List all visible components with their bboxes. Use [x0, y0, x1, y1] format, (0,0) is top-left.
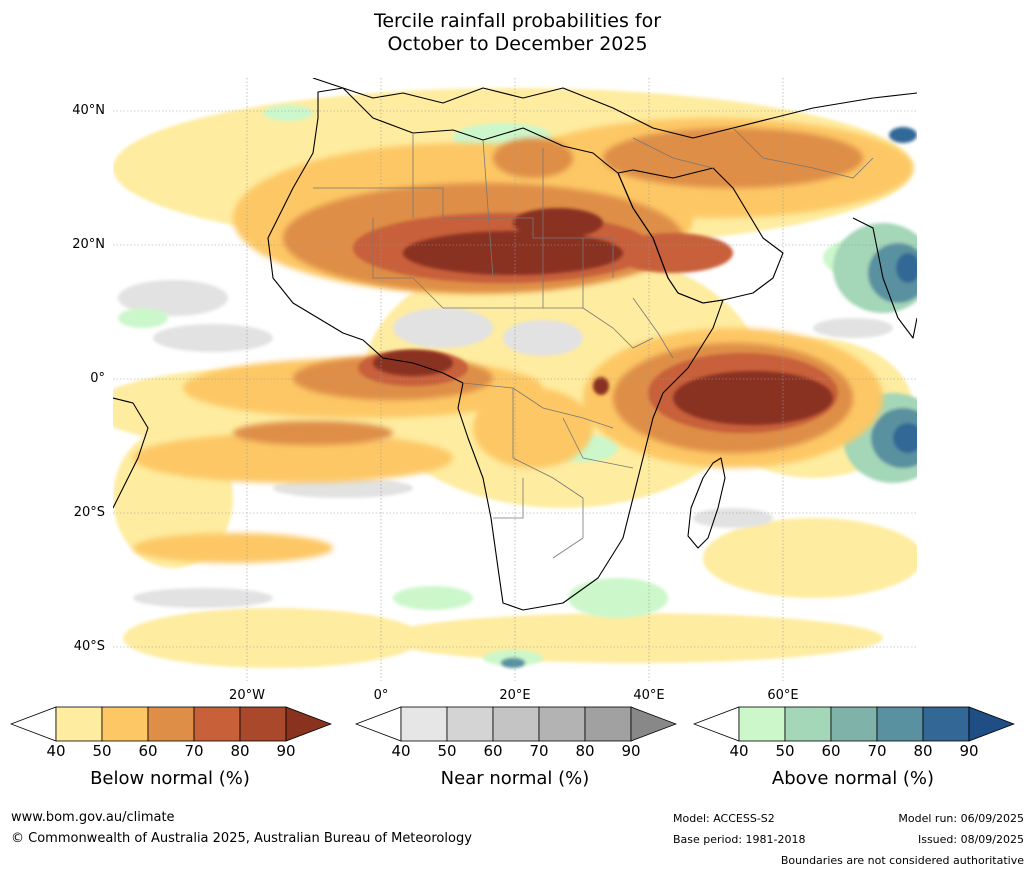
below-normal-80-90-region	[373, 208, 833, 425]
colorbar-segment	[538, 706, 586, 742]
colorbar-near-normal	[354, 706, 678, 746]
tick: 40	[729, 742, 749, 760]
lon-label-40e: 40°E	[633, 688, 665, 703]
lat-label-20s: 20°S	[73, 505, 105, 520]
colorbar-segment	[55, 706, 103, 742]
tick: 60	[138, 742, 158, 760]
colorbar-segment	[147, 706, 195, 742]
colorbar-segment	[830, 706, 878, 742]
tick: 90	[621, 742, 641, 760]
europe-coastline	[312, 78, 917, 139]
colorbar-segment	[738, 706, 786, 742]
colorbar-segment	[193, 706, 241, 742]
lon-label-0: 0°	[373, 688, 389, 703]
colorbar-segment	[584, 706, 632, 742]
footer-model: Model: ACCESS-S2	[673, 812, 775, 825]
south-america-coastline	[113, 397, 149, 509]
tick: 60	[821, 742, 841, 760]
footer-base-period: Base period: 1981-2018	[673, 833, 806, 846]
tick: 50	[92, 742, 112, 760]
colorbar-segment	[492, 706, 540, 742]
colorbar-segment	[239, 706, 287, 742]
tick: 70	[184, 742, 204, 760]
arabia-coastline	[617, 167, 784, 304]
tick: 80	[575, 742, 595, 760]
footer-copyright: © Commonwealth of Australia 2025, Austra…	[11, 831, 472, 846]
footer-url[interactable]: www.bom.gov.au/climate	[11, 810, 175, 825]
lon-label-20w: 20°W	[229, 688, 265, 703]
tick: 80	[230, 742, 250, 760]
colorbar-below-normal-svg	[9, 706, 333, 742]
tick: 90	[276, 742, 296, 760]
title-line-2: October to December 2025	[387, 33, 648, 55]
tick: 40	[391, 742, 411, 760]
india-coastline	[852, 217, 917, 339]
africa-coastline	[267, 87, 724, 611]
colorbar-extend-high	[968, 706, 1016, 742]
above-normal-high-region	[501, 127, 917, 668]
colorbar-below-normal	[9, 706, 333, 746]
madagascar-coastline	[687, 457, 726, 549]
tick: 50	[437, 742, 457, 760]
tick: 90	[959, 742, 979, 760]
colorbar-near-normal-title: Near normal (%)	[440, 768, 590, 789]
lat-label-20n: 20°N	[72, 237, 105, 252]
tick: 40	[46, 742, 66, 760]
colorbar-above-normal-title: Above normal (%)	[771, 768, 935, 789]
footer-model-run: Model run: 06/09/2025	[898, 812, 1024, 825]
lon-label-60e: 60°E	[767, 688, 799, 703]
tick: 80	[913, 742, 933, 760]
colorbar-extend-low	[9, 706, 57, 742]
colorbar-segment	[400, 706, 448, 742]
colorbar-extend-low	[692, 706, 740, 742]
lon-label-20e: 20°E	[499, 688, 531, 703]
near-normal-region	[118, 280, 893, 608]
colorbar-segment	[876, 706, 924, 742]
colorbar-segment	[784, 706, 832, 742]
colorbar-above-normal-svg	[692, 706, 1016, 742]
colorbar-extend-high	[630, 706, 678, 742]
colorbar-extend-low	[354, 706, 402, 742]
graticule	[113, 78, 917, 681]
tick: 50	[775, 742, 795, 760]
lat-label-0: 0°	[90, 371, 105, 386]
footer-disclaimer: Boundaries are not considered authoritat…	[780, 854, 1024, 867]
rainfall-probability-map	[113, 78, 917, 681]
title-line-1: Tercile rainfall probabilities for	[373, 10, 662, 32]
coastlines	[113, 78, 917, 611]
lat-label-40n: 40°N	[72, 103, 105, 118]
chart-title: Tercile rainfall probabilities for Octob…	[0, 10, 1035, 56]
colorbar-extend-high	[285, 706, 333, 742]
footer-issued: Issued: 08/09/2025	[917, 833, 1024, 846]
colorbar-segment	[101, 706, 149, 742]
tick: 60	[483, 742, 503, 760]
colorbar-below-normal-title: Below normal (%)	[90, 768, 250, 789]
colorbar-above-normal	[692, 706, 1016, 746]
map-svg	[113, 78, 917, 681]
tick: 70	[867, 742, 887, 760]
country-borders	[313, 127, 874, 559]
lat-label-40s: 40°S	[73, 639, 105, 654]
colorbar-near-normal-svg	[354, 706, 678, 742]
tick: 70	[529, 742, 549, 760]
colorbar-segment	[446, 706, 494, 742]
colorbar-segment	[922, 706, 970, 742]
